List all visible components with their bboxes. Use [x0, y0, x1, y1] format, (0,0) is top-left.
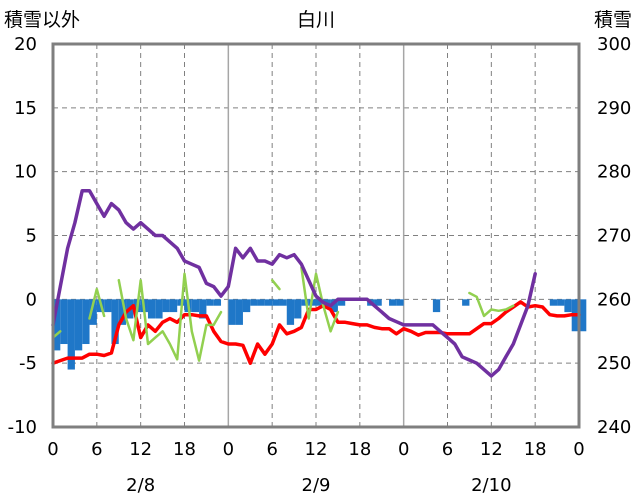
precipitation-bar [272, 299, 280, 306]
precipitation-bar [389, 299, 397, 306]
left-tick-label: 10 [14, 162, 37, 183]
left-axis-label: 積雪以外 [4, 9, 80, 31]
chart-title: 白川 [297, 9, 335, 31]
plot-frame [51, 42, 581, 429]
precipitation-bar [337, 299, 346, 306]
day-label: 2/8 [126, 475, 155, 496]
right-tick-label: 300 [597, 34, 631, 55]
x-tick-label: 6 [442, 439, 453, 460]
left-tick-label: 20 [14, 34, 37, 55]
x-tick-label: 18 [173, 439, 196, 460]
x-tick-label: 6 [91, 439, 102, 460]
left-tick-label: 15 [14, 98, 37, 119]
precipitation-bar [330, 299, 338, 313]
right-tick-label: 270 [597, 226, 631, 247]
temperature-line [51, 300, 581, 365]
right-tick-label: 260 [597, 289, 631, 310]
precipitation-bar [67, 299, 75, 370]
axis-labels: 20 15 10 5 0 -5 -10 300 290 280 270 260 250 240 0 6 12 18… [8, 34, 632, 496]
x-tick-label: 6 [266, 439, 277, 460]
precipitation-bar [294, 299, 302, 319]
precipitation-bar [557, 299, 565, 306]
x-tick-label: 18 [348, 439, 371, 460]
precipitation-bar [191, 299, 200, 313]
precipitation-bar [111, 299, 119, 345]
wind-line [468, 291, 515, 318]
precipitation-bar [206, 299, 214, 306]
right-tick-label: 280 [597, 162, 631, 183]
precipitation-bar [316, 299, 324, 306]
snow_depth-line [51, 189, 537, 378]
precipitation-bar [235, 299, 243, 325]
precipitation-bar [264, 299, 273, 306]
wind-line [300, 266, 340, 333]
x-tick-label: 12 [305, 439, 328, 460]
x-tick-label: 12 [129, 439, 152, 460]
x-tick-label: 0 [47, 439, 58, 460]
precipitation-bar [104, 299, 112, 313]
precipitation-bar [257, 299, 265, 306]
left-tick-label: 0 [26, 289, 37, 310]
precipitation-bar [82, 299, 90, 345]
precipitation-bar [462, 299, 470, 306]
right-axis-label: 積雪 [594, 9, 632, 31]
precipitation-bar [374, 299, 382, 306]
precipitation-bar [396, 299, 404, 306]
wind-line [270, 278, 281, 291]
left-tick-label: 5 [26, 226, 37, 247]
precipitation-bar [279, 299, 287, 306]
precipitation-bar [155, 299, 163, 319]
precipitation-bar [147, 299, 156, 319]
precipitation-bar [89, 299, 97, 325]
precipitation-bar [213, 299, 222, 306]
precipitation-bar [169, 299, 178, 313]
precipitation-bar [549, 299, 558, 306]
precipitation-bar [432, 299, 441, 313]
left-tick-label: -5 [19, 353, 37, 374]
precipitation-bar [199, 299, 207, 319]
precipitation-bar [53, 299, 61, 351]
left-tick-label: -10 [8, 417, 37, 438]
precipitation-bar [228, 299, 236, 325]
right-tick-label: 250 [597, 353, 631, 374]
precipitation-bar [564, 299, 572, 313]
precipitation-bar [162, 299, 170, 313]
precipitation-bar [301, 299, 309, 306]
series-lines [51, 189, 581, 378]
wind-line [88, 287, 106, 320]
x-tick-label: 0 [573, 439, 584, 460]
precipitation-bar [242, 299, 251, 313]
wind-line [117, 272, 223, 362]
right-tick-label: 240 [597, 417, 631, 438]
precipitation-bar [250, 299, 258, 306]
x-tick-label: 18 [524, 439, 547, 460]
precipitation-bar [579, 299, 587, 332]
precipitation-bar [286, 299, 295, 325]
x-tick-label: 12 [480, 439, 503, 460]
day-label: 2/10 [471, 475, 511, 496]
precipitation-bar [74, 299, 83, 351]
day-label: 2/9 [302, 475, 331, 496]
right-tick-label: 290 [597, 98, 631, 119]
x-tick-label: 0 [223, 439, 234, 460]
x-tick-label: 0 [398, 439, 409, 460]
precipitation-bar [118, 299, 127, 325]
precipitation-bar [60, 299, 68, 345]
